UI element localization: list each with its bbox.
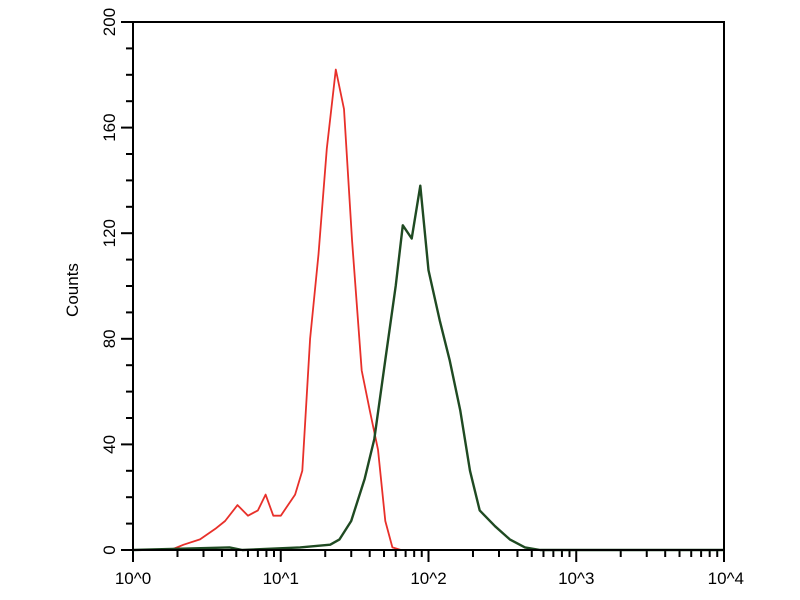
y-tick-label: 0: [100, 545, 119, 554]
y-tick-label: 80: [100, 329, 119, 348]
y-tick-label: 120: [100, 219, 119, 247]
axis-ticks: 0 40 80 120 160 200: [100, 8, 725, 562]
y-axis-label: Counts: [63, 263, 82, 317]
x-tick-label: 10^0: [115, 569, 151, 588]
x-tick-label: 10^1: [263, 569, 299, 588]
series-line-2: [132, 184, 724, 552]
x-tick-label: 10^3: [558, 569, 594, 588]
y-tick-label: 160: [100, 113, 119, 141]
y-tick-label: 200: [100, 8, 119, 36]
x-tick-label: 10^2: [410, 569, 446, 588]
series-line-1: [133, 68, 724, 551]
plot-frame: [132, 21, 725, 551]
x-tick-label: 10^4: [708, 569, 744, 588]
series-group: [132, 68, 724, 552]
y-tick-label: 40: [100, 435, 119, 454]
x-tick-labels: 10^0 10^1 10^2 10^3 10^4: [115, 569, 744, 588]
